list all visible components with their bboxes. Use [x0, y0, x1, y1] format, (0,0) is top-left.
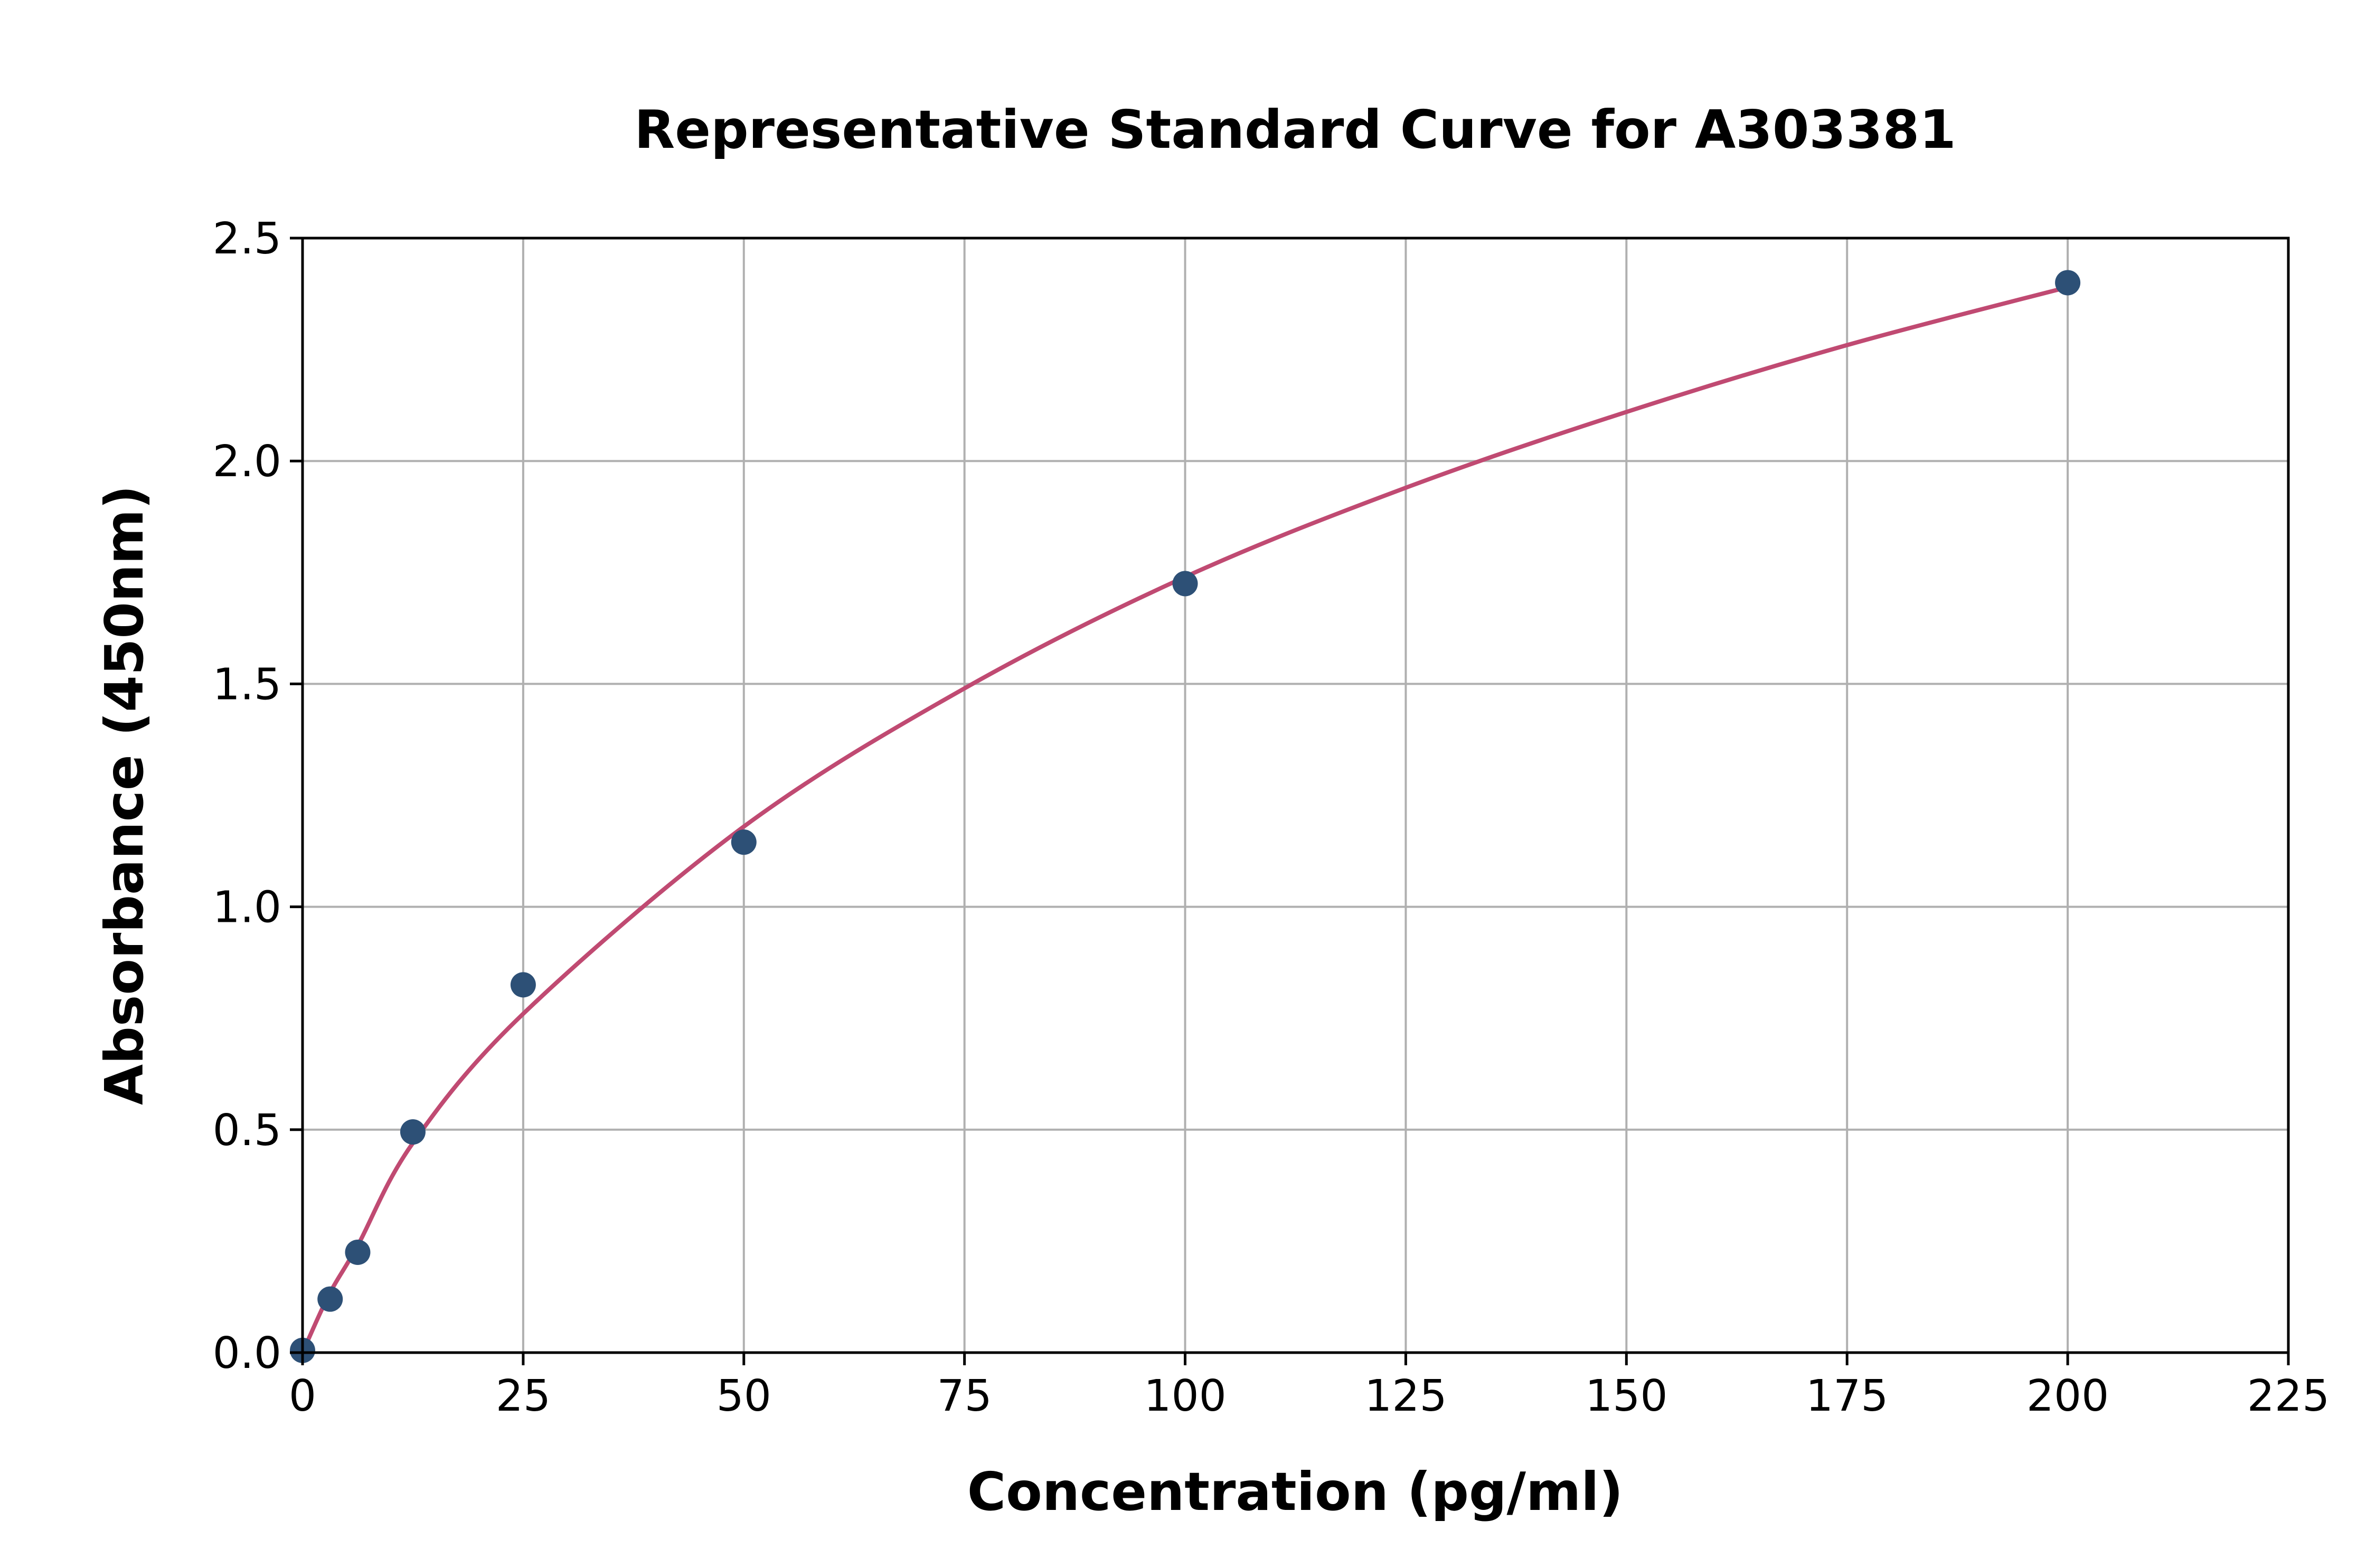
x-tick-label: 200 [2026, 1371, 2109, 1421]
x-tick-label: 100 [1144, 1371, 1227, 1421]
data-point [317, 1286, 343, 1312]
data-point [510, 972, 536, 998]
data-point [2055, 270, 2081, 296]
data-point [1172, 571, 1198, 597]
x-axis-label: Concentration (pg/ml) [967, 1461, 1624, 1523]
x-tick-label: 225 [2247, 1371, 2330, 1421]
y-axis-label: Absorbance (450nm) [93, 485, 155, 1105]
y-tick-label: 2.5 [213, 214, 281, 264]
y-tick-label: 0.5 [213, 1106, 281, 1156]
data-point [400, 1119, 426, 1145]
x-tick-label: 175 [1806, 1371, 1889, 1421]
x-tick-label: 50 [716, 1371, 771, 1421]
y-tick-label: 0.0 [213, 1328, 281, 1378]
chart-title: Representative Standard Curve for A30338… [634, 99, 1956, 160]
fit-curve [300, 285, 2069, 1354]
x-tick-label: 75 [937, 1371, 992, 1421]
y-tick-label: 1.0 [213, 883, 281, 933]
x-tick-label: 25 [496, 1371, 551, 1421]
data-point [731, 829, 757, 855]
data-point [345, 1240, 371, 1265]
x-tick-label: 125 [1364, 1371, 1447, 1421]
x-tick-label: 0 [289, 1371, 316, 1421]
y-tick-label: 1.5 [213, 659, 281, 710]
x-tick-label: 150 [1585, 1371, 1668, 1421]
y-tick-label: 2.0 [213, 437, 281, 487]
plot-frame [301, 237, 2290, 1354]
